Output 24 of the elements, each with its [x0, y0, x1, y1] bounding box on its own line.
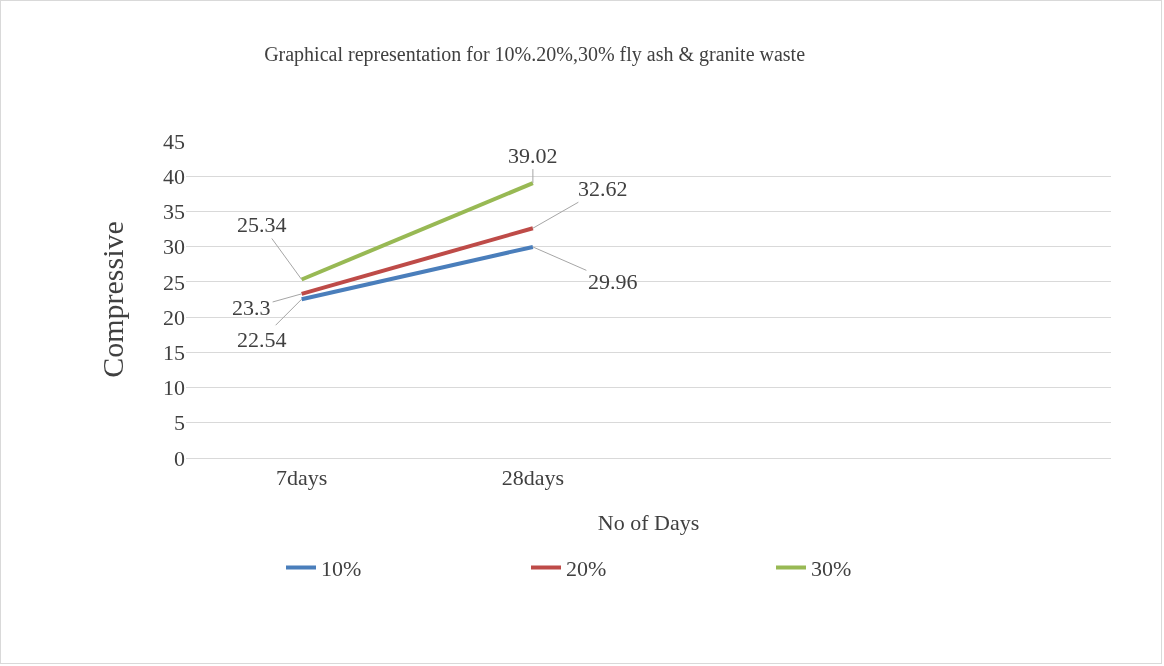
y-tick-label: 15 [163, 340, 185, 366]
y-tick-label: 45 [163, 128, 185, 154]
legend-label: 10% [321, 556, 362, 582]
legend-label: 20% [566, 556, 607, 582]
x-axis-title: No of Days [597, 510, 700, 536]
y-tick-label: 0 [174, 445, 185, 471]
y-tick-label: 25 [163, 269, 185, 295]
y-tick-label: 5 [174, 410, 185, 436]
data-label: 39.02 [508, 143, 558, 168]
y-tick-label: 40 [163, 163, 185, 189]
legend-label: 30% [811, 556, 852, 582]
chart-title: Graphical representation for 10%.20%,30% fly ash & granite waste [264, 43, 806, 67]
data-label: 23.3 [232, 295, 271, 320]
y-tick-label: 20 [163, 304, 185, 330]
y-axis-title: Compressive [96, 221, 129, 378]
x-tick-label: 7days [275, 465, 328, 491]
data-label: 32.62 [578, 176, 628, 201]
y-tick-label: 10 [163, 375, 185, 401]
data-label: 22.54 [237, 327, 287, 352]
y-tick-label: 35 [163, 199, 185, 225]
data-label: 25.34 [237, 212, 287, 237]
y-tick-label: 30 [163, 234, 185, 260]
data-label: 29.96 [588, 269, 638, 294]
x-tick-label: 28days [501, 465, 565, 491]
